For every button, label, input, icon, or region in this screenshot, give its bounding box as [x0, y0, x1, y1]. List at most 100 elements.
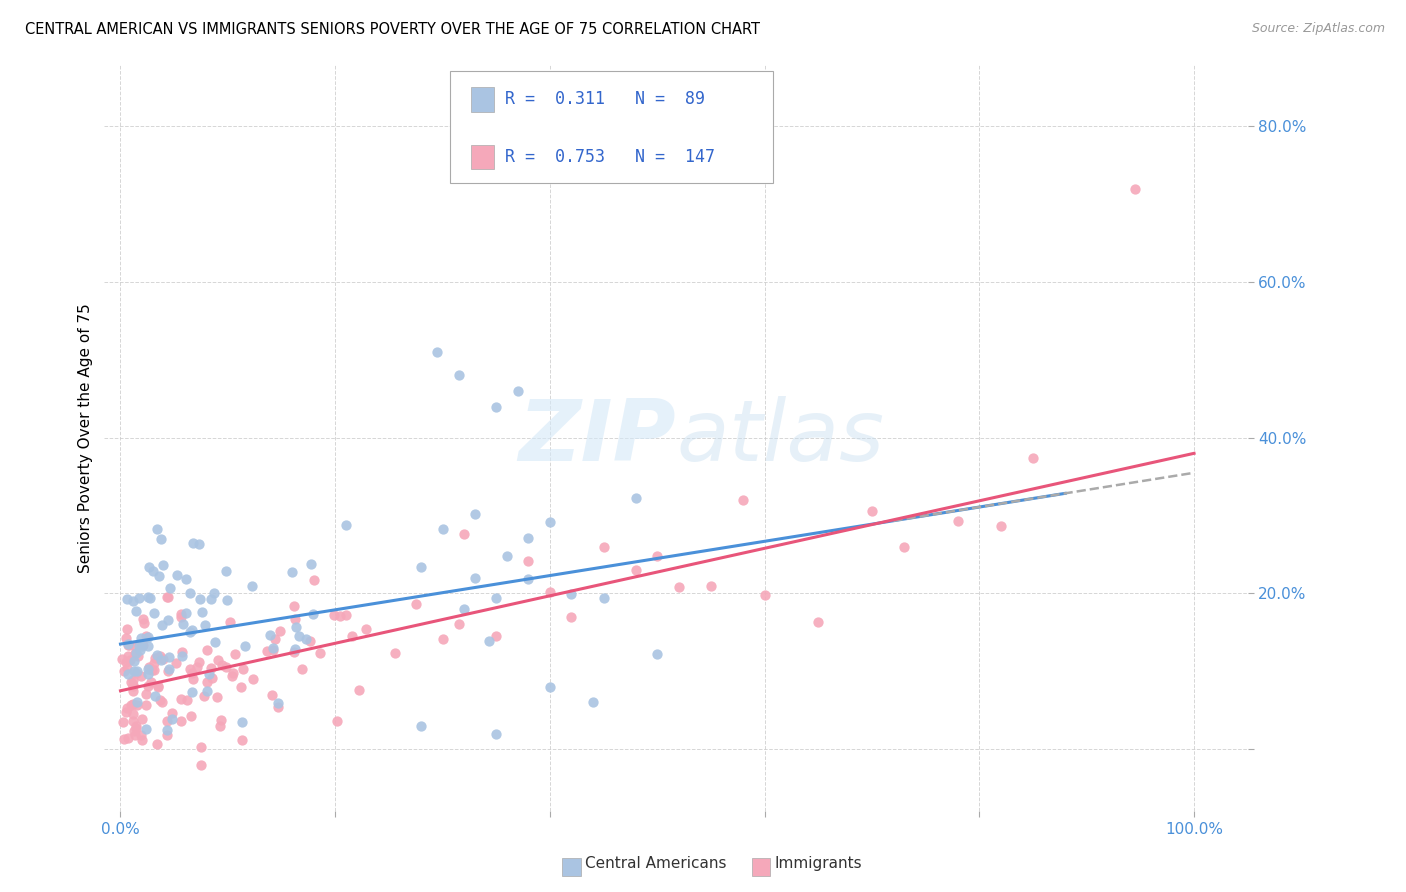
Point — [120, 674, 142, 689]
Point — [170, 645, 193, 659]
Point — [754, 588, 776, 602]
Point — [131, 712, 153, 726]
Point — [152, 558, 174, 572]
Point — [117, 591, 139, 606]
Point — [215, 564, 238, 578]
Point — [129, 631, 152, 645]
Point — [165, 656, 187, 670]
Point — [125, 604, 148, 618]
Point — [135, 722, 157, 736]
Point — [115, 622, 138, 636]
Point — [127, 695, 149, 709]
Point — [156, 664, 179, 678]
Point — [117, 667, 139, 681]
Point — [136, 590, 159, 604]
Point — [122, 594, 145, 608]
Point — [112, 664, 135, 678]
Point — [156, 714, 179, 729]
Point — [135, 629, 157, 643]
Point — [267, 696, 290, 710]
Point — [176, 692, 198, 706]
Point — [284, 641, 307, 656]
Point — [143, 689, 166, 703]
Point — [860, 504, 883, 518]
Point — [179, 662, 201, 676]
Point — [191, 605, 214, 619]
Point — [517, 531, 540, 545]
Point — [302, 574, 325, 588]
Point — [150, 695, 173, 709]
Point — [170, 648, 193, 663]
Point — [157, 649, 180, 664]
Point — [259, 628, 281, 642]
Point — [645, 647, 668, 661]
Point — [121, 714, 143, 728]
Point — [122, 683, 145, 698]
Point — [135, 698, 157, 712]
Point — [176, 606, 198, 620]
Text: R =  0.753   N =  147: R = 0.753 N = 147 — [505, 148, 714, 166]
Point — [131, 732, 153, 747]
Point — [264, 632, 287, 646]
Point — [209, 719, 232, 733]
Point — [232, 662, 254, 676]
Text: ZIP: ZIP — [519, 396, 676, 479]
Point — [432, 632, 454, 647]
Point — [233, 639, 256, 653]
Point — [464, 571, 486, 585]
Point — [129, 643, 152, 657]
Point — [560, 610, 582, 624]
Point — [118, 638, 141, 652]
Point — [132, 638, 155, 652]
Point — [128, 639, 150, 653]
Point — [122, 678, 145, 692]
Point — [582, 695, 605, 709]
Point — [209, 713, 232, 727]
Point — [229, 680, 252, 694]
Point — [221, 669, 243, 683]
Point — [302, 607, 325, 621]
Point — [172, 617, 194, 632]
Point — [453, 602, 475, 616]
Point — [496, 549, 519, 564]
Text: atlas: atlas — [676, 396, 884, 479]
Point — [149, 653, 172, 667]
Point — [129, 728, 152, 742]
Point — [517, 554, 540, 568]
Point — [284, 620, 307, 634]
Point — [139, 675, 162, 690]
Point — [242, 672, 264, 686]
Point — [156, 728, 179, 742]
Point — [132, 616, 155, 631]
Point — [166, 568, 188, 582]
Point — [267, 699, 290, 714]
Point — [260, 688, 283, 702]
Point — [335, 608, 357, 623]
Point — [700, 579, 723, 593]
Point — [329, 609, 352, 624]
Point — [517, 572, 540, 586]
Point — [146, 679, 169, 693]
Point — [592, 540, 614, 554]
Point — [149, 648, 172, 663]
Point — [114, 705, 136, 719]
Point — [142, 564, 165, 578]
Text: CENTRAL AMERICAN VS IMMIGRANTS SENIORS POVERTY OVER THE AGE OF 75 CORRELATION CH: CENTRAL AMERICAN VS IMMIGRANTS SENIORS P… — [25, 22, 761, 37]
Point — [262, 641, 284, 656]
Point — [538, 585, 561, 599]
Point — [231, 715, 253, 730]
Point — [202, 586, 225, 600]
Point — [219, 615, 242, 630]
Point — [426, 345, 449, 359]
Point — [432, 522, 454, 536]
Point — [122, 698, 145, 712]
Point — [141, 663, 163, 677]
Point — [170, 607, 193, 621]
Point — [485, 726, 508, 740]
Point — [356, 622, 378, 636]
Point — [262, 642, 284, 657]
Point — [180, 685, 202, 699]
Point — [139, 591, 162, 605]
Point — [990, 519, 1012, 533]
Point — [323, 607, 346, 622]
